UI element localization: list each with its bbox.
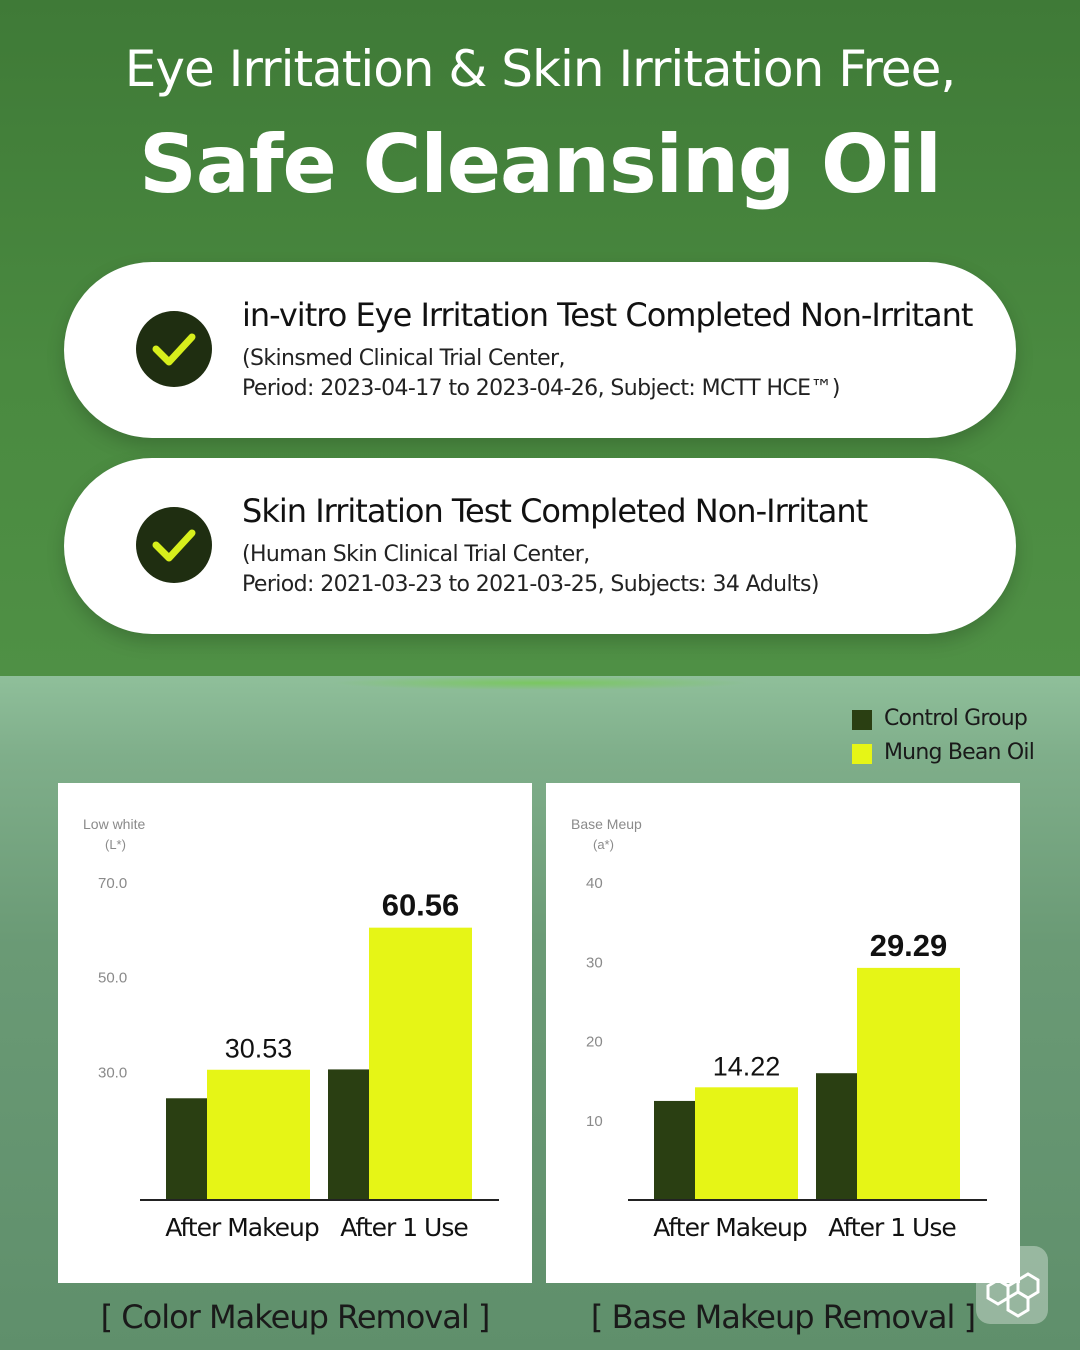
legend-swatch-mung-bean: [852, 744, 872, 764]
test-detail: (Human Skin Clinical Trial Center,: [242, 542, 590, 567]
test-detail: Period: 2023-04-17 to 2023-04-26, Subjec…: [242, 376, 840, 401]
x-tick-label: After Makeup: [653, 1213, 807, 1242]
y-tick-label: 50.0: [98, 970, 127, 987]
color-makeup-chart: Low white (L*) 70.0 50.0 30.0 30.53 After Make…: [83, 816, 499, 1242]
data-label: 14.22: [713, 1051, 781, 1081]
x-tick-label: After 1 Use: [340, 1213, 468, 1242]
x-tick-label: After 1 Use: [828, 1213, 956, 1242]
divider-glow: [330, 676, 750, 690]
test-detail: (Skinsmed Clinical Trial Center,: [242, 346, 565, 371]
eye-irritation-test-card: in-vitro Eye Irritation Test Completed N…: [64, 262, 1016, 438]
bar-control-group: [328, 1069, 369, 1200]
data-label: 29.29: [870, 928, 948, 963]
base-makeup-chart: Base Meup (a*) 40 30 20 10 14.22 After Makeup 29…: [571, 816, 987, 1242]
legend-label: Control Group: [884, 706, 1028, 731]
bar-mung-bean-oil: [695, 1087, 798, 1200]
color-makeup-chart-panel: Low white (L*) 70.0 50.0 30.0 30.53 After Make…: [58, 783, 532, 1283]
y-axis-label: (a*): [593, 837, 614, 852]
legend-label: Mung Bean Oil: [884, 740, 1035, 765]
y-tick-label: 30: [586, 954, 603, 971]
bar-control-group: [816, 1073, 857, 1200]
test-title: Skin Irritation Test Completed Non-Irrit…: [242, 492, 868, 530]
data-label: 60.56: [382, 888, 460, 923]
y-tick-label: 20: [586, 1034, 603, 1051]
chart-caption: [ Base Makeup Removal ]: [590, 1298, 976, 1336]
checkmark-icon: [136, 507, 212, 583]
legend-swatch-control: [852, 710, 872, 730]
bar-mung-bean-oil: [207, 1069, 310, 1200]
chart-caption: [ Color Makeup Removal ]: [100, 1298, 491, 1336]
test-detail: Period: 2021-03-23 to 2021-03-25, Subjec…: [242, 572, 819, 597]
bar-mung-bean-oil: [857, 967, 960, 1200]
hexagon-logo-icon[interactable]: [976, 1246, 1048, 1324]
y-axis-label: Low white: [83, 816, 145, 832]
base-makeup-chart-panel: Base Meup (a*) 40 30 20 10 14.22 After Makeup 29…: [546, 783, 1020, 1283]
headline-title: Safe Cleansing Oil: [139, 118, 942, 211]
x-tick-label: After Makeup: [165, 1213, 319, 1242]
data-label: 30.53: [225, 1034, 293, 1064]
y-axis-label: (L*): [105, 837, 126, 852]
checkmark-icon: [136, 311, 212, 387]
y-tick-label: 10: [586, 1113, 603, 1130]
bar-control-group: [166, 1098, 207, 1200]
y-tick-label: 30.0: [98, 1064, 127, 1081]
test-title: in-vitro Eye Irritation Test Completed N…: [242, 296, 973, 334]
y-axis-label: Base Meup: [571, 816, 642, 832]
headline-subtitle: Eye Irritation & Skin Irritation Free,: [124, 40, 956, 98]
y-tick-label: 70.0: [98, 875, 127, 892]
bar-control-group: [654, 1100, 695, 1200]
bar-mung-bean-oil: [369, 927, 472, 1200]
skin-irritation-test-card: Skin Irritation Test Completed Non-Irrit…: [64, 458, 1016, 634]
y-tick-label: 40: [586, 875, 603, 892]
